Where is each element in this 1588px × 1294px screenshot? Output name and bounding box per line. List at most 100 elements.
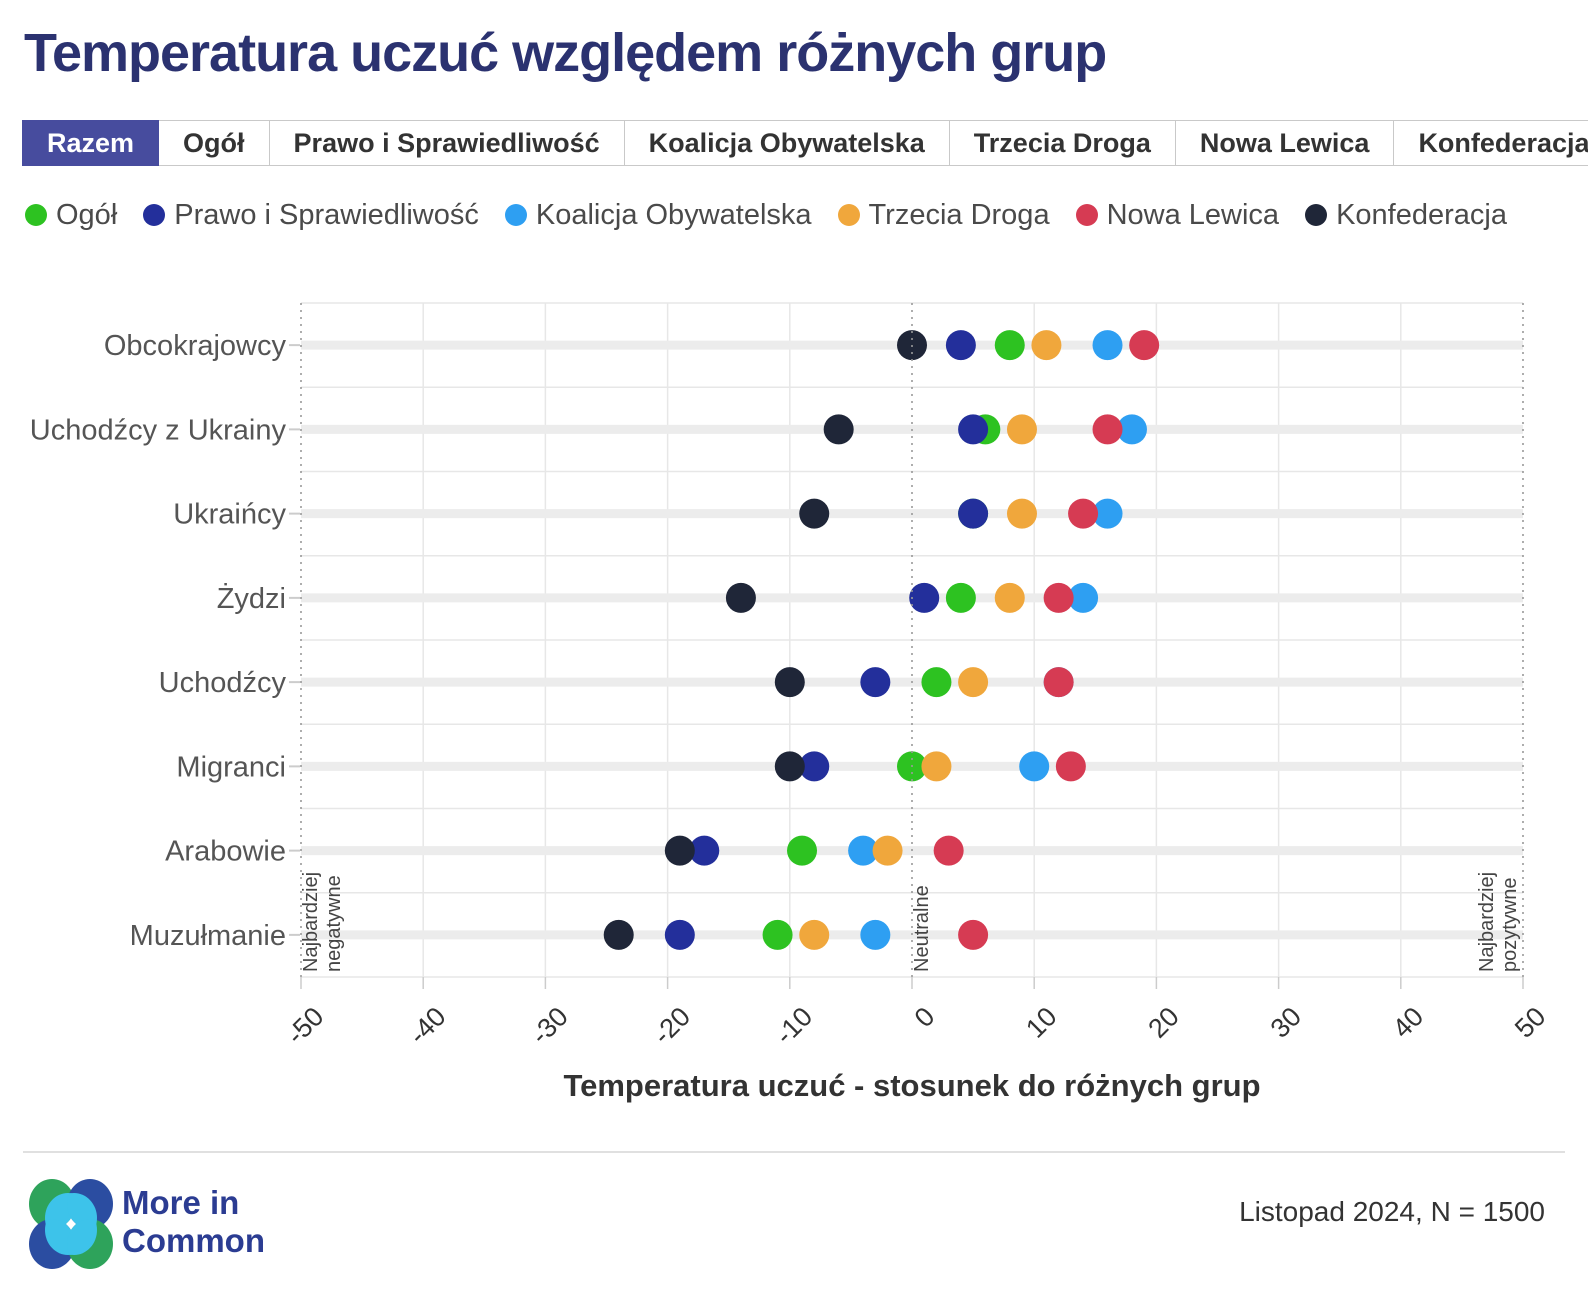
more-in-common-logo-icon [29, 1179, 113, 1269]
source-note: Listopad 2024, N = 1500 [1239, 1196, 1545, 1227]
dot-konfederacja-uchodźcy-z-ukrainy[interactable] [823, 414, 854, 445]
x-tick-label: -20 [647, 1001, 696, 1050]
category-label: Ukraińcy [173, 499, 286, 531]
dot-koalicja-obywatelska-obcokrajowcy[interactable] [1092, 330, 1123, 361]
dot-nowa-lewica-żydzi[interactable] [1043, 582, 1074, 613]
dot-koalicja-obywatelska-arabowie[interactable] [848, 835, 879, 866]
tab-razem[interactable]: Razem [22, 120, 160, 166]
dot-ogół-obcokrajowcy[interactable] [994, 330, 1025, 361]
dot-prawo-i-sprawiedliwość-arabowie[interactable] [689, 835, 720, 866]
dot-trzecia-droga-migranci[interactable] [921, 751, 952, 782]
x-tick-label: -30 [525, 1001, 574, 1050]
dot-nowa-lewica-migranci[interactable] [1055, 751, 1086, 782]
legend-dot-icon [1075, 204, 1098, 226]
dot-konfederacja-migranci[interactable] [774, 751, 805, 782]
dot-koalicja-obywatelska-muzułmanie[interactable] [860, 919, 891, 950]
x-tick-label: -10 [769, 1001, 818, 1050]
tab-ogół[interactable]: Ogół [159, 120, 270, 166]
tab-konfederacja[interactable]: Konfederacja [1394, 120, 1588, 166]
dot-trzecia-droga-muzułmanie[interactable] [799, 919, 830, 950]
legend-item-trzecia-droga: Trzecia Droga [837, 198, 1050, 232]
dot-konfederacja-żydzi[interactable] [725, 582, 756, 613]
tab-bar: Razem Ogół Prawo i Sprawiedliwość Koalicja … [22, 120, 1588, 166]
page-title: Temperatura uczuć względem różnych grup [24, 23, 1107, 83]
legend-label: Ogół [56, 198, 118, 231]
legend-label: Konfederacja [1336, 198, 1507, 231]
dot-konfederacja-uchodźcy[interactable] [774, 667, 805, 698]
category-label: Arabowie [165, 836, 286, 868]
annotation-most-positive: Najbardziej [1476, 872, 1498, 972]
legend-label: Nowa Lewica [1106, 198, 1280, 231]
logo-line-1: More in [122, 1184, 240, 1221]
x-tick-label: 40 [1387, 1001, 1429, 1043]
dot-trzecia-droga-obcokrajowcy[interactable] [1031, 330, 1062, 361]
category-label: Muzułmanie [130, 920, 286, 952]
x-tick-label: 10 [1020, 1001, 1062, 1043]
dot-nowa-lewica-ukraińcy[interactable] [1068, 498, 1099, 529]
dot-prawo-i-sprawiedliwość-migranci[interactable] [799, 751, 830, 782]
dot-prawo-i-sprawiedliwość-ukraińcy[interactable] [958, 498, 989, 529]
legend-label: Trzecia Droga [868, 198, 1050, 231]
legend-dot-icon [1305, 204, 1328, 226]
dot-koalicja-obywatelska-ukraińcy[interactable] [1092, 498, 1123, 529]
dot-prawo-i-sprawiedliwość-muzułmanie[interactable] [664, 919, 695, 950]
category-label: Obcokrajowcy [104, 330, 287, 362]
x-tick-label: 0 [909, 1001, 941, 1033]
dot-trzecia-droga-żydzi[interactable] [994, 582, 1025, 613]
dot-konfederacja-muzułmanie[interactable] [603, 919, 634, 950]
legend-item-prawo-i-sprawiedliwość: Prawo i Sprawiedliwość [143, 199, 479, 232]
legend-dot-icon [143, 204, 166, 226]
legend-item-ogół: Ogół [25, 199, 117, 232]
legend-dot-icon [837, 204, 860, 226]
x-tick-label: -40 [403, 1001, 452, 1050]
dot-ogół-uchodźcy[interactable] [921, 667, 952, 698]
tab-trzecia-droga[interactable]: Trzecia Droga [949, 120, 1176, 166]
footer-divider [23, 1151, 1565, 1153]
x-tick-label: -50 [281, 1001, 330, 1050]
dot-prawo-i-sprawiedliwość-żydzi[interactable] [909, 582, 940, 613]
category-label: Uchodźcy z Ukrainy [30, 414, 287, 446]
logo-line-2: Common [122, 1222, 265, 1260]
legend-item-konfederacja: Konfederacja [1305, 199, 1507, 232]
more-in-common-wordmark: More in Common [122, 1184, 265, 1261]
dot-konfederacja-arabowie[interactable] [664, 835, 695, 866]
dot-ogół-muzułmanie[interactable] [762, 919, 793, 950]
dot-trzecia-droga-uchodźcy[interactable] [958, 667, 989, 698]
tab-nowa-lewica[interactable]: Nowa Lewica [1175, 120, 1395, 166]
legend-label: Prawo i Sprawiedliwość [174, 198, 479, 231]
tab-koalicja-obywatelska[interactable]: Koalicja Obywatelska [624, 120, 950, 166]
category-label: Migranci [176, 751, 286, 783]
x-axis-title: Temperatura uczuć - stosunek do różnych … [563, 1068, 1260, 1103]
dot-nowa-lewica-uchodźcy-z-ukrainy[interactable] [1092, 414, 1123, 445]
dot-prawo-i-sprawiedliwość-uchodźcy-z-ukrainy[interactable] [958, 414, 989, 445]
dot-trzecia-droga-uchodźcy-z-ukrainy[interactable] [1006, 414, 1037, 445]
dot-trzecia-droga-ukraińcy[interactable] [1006, 498, 1037, 529]
annotation-most-negative: negatywne [323, 875, 345, 972]
tab-prawo-i-sprawiedliwość[interactable]: Prawo i Sprawiedliwość [269, 120, 625, 166]
annotation-neutral: Neutralne [911, 885, 933, 972]
annotation-most-positive: pozytywne [1499, 878, 1521, 973]
category-label: Uchodźcy [159, 667, 287, 699]
dot-nowa-lewica-uchodźcy[interactable] [1043, 667, 1074, 698]
chart-legend: Ogół Prawo i Sprawiedliwość Koalicja Obywa… [25, 194, 1565, 236]
category-label: Żydzi [217, 582, 286, 615]
dot-prawo-i-sprawiedliwość-uchodźcy[interactable] [860, 667, 891, 698]
dot-nowa-lewica-arabowie[interactable] [933, 835, 964, 866]
dot-ogół-arabowie[interactable] [787, 835, 818, 866]
dot-trzecia-droga-arabowie[interactable] [872, 835, 903, 866]
legend-dot-icon [25, 204, 47, 226]
dot-nowa-lewica-obcokrajowcy[interactable] [1129, 330, 1160, 361]
dot-ogół-żydzi[interactable] [945, 582, 976, 613]
annotation-most-negative: Najbardziej [300, 872, 322, 972]
legend-label: Koalicja Obywatelska [535, 198, 812, 231]
dot-nowa-lewica-muzułmanie[interactable] [958, 919, 989, 950]
dot-koalicja-obywatelska-uchodźcy-z-ukrainy[interactable] [1116, 414, 1147, 445]
legend-item-koalicja-obywatelska: Koalicja Obywatelska [504, 198, 812, 232]
dot-prawo-i-sprawiedliwość-obcokrajowcy[interactable] [945, 330, 976, 361]
dot-koalicja-obywatelska-żydzi[interactable] [1068, 582, 1099, 613]
dot-konfederacja-ukraińcy[interactable] [799, 498, 830, 529]
dot-koalicja-obywatelska-migranci[interactable] [1019, 751, 1050, 782]
x-tick-label: 20 [1142, 1001, 1184, 1043]
legend-item-nowa-lewica: Nowa Lewica [1075, 198, 1280, 232]
